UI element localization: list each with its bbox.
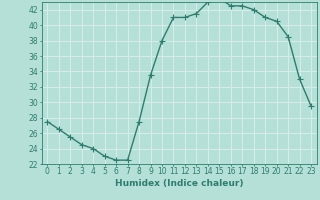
X-axis label: Humidex (Indice chaleur): Humidex (Indice chaleur): [115, 179, 244, 188]
